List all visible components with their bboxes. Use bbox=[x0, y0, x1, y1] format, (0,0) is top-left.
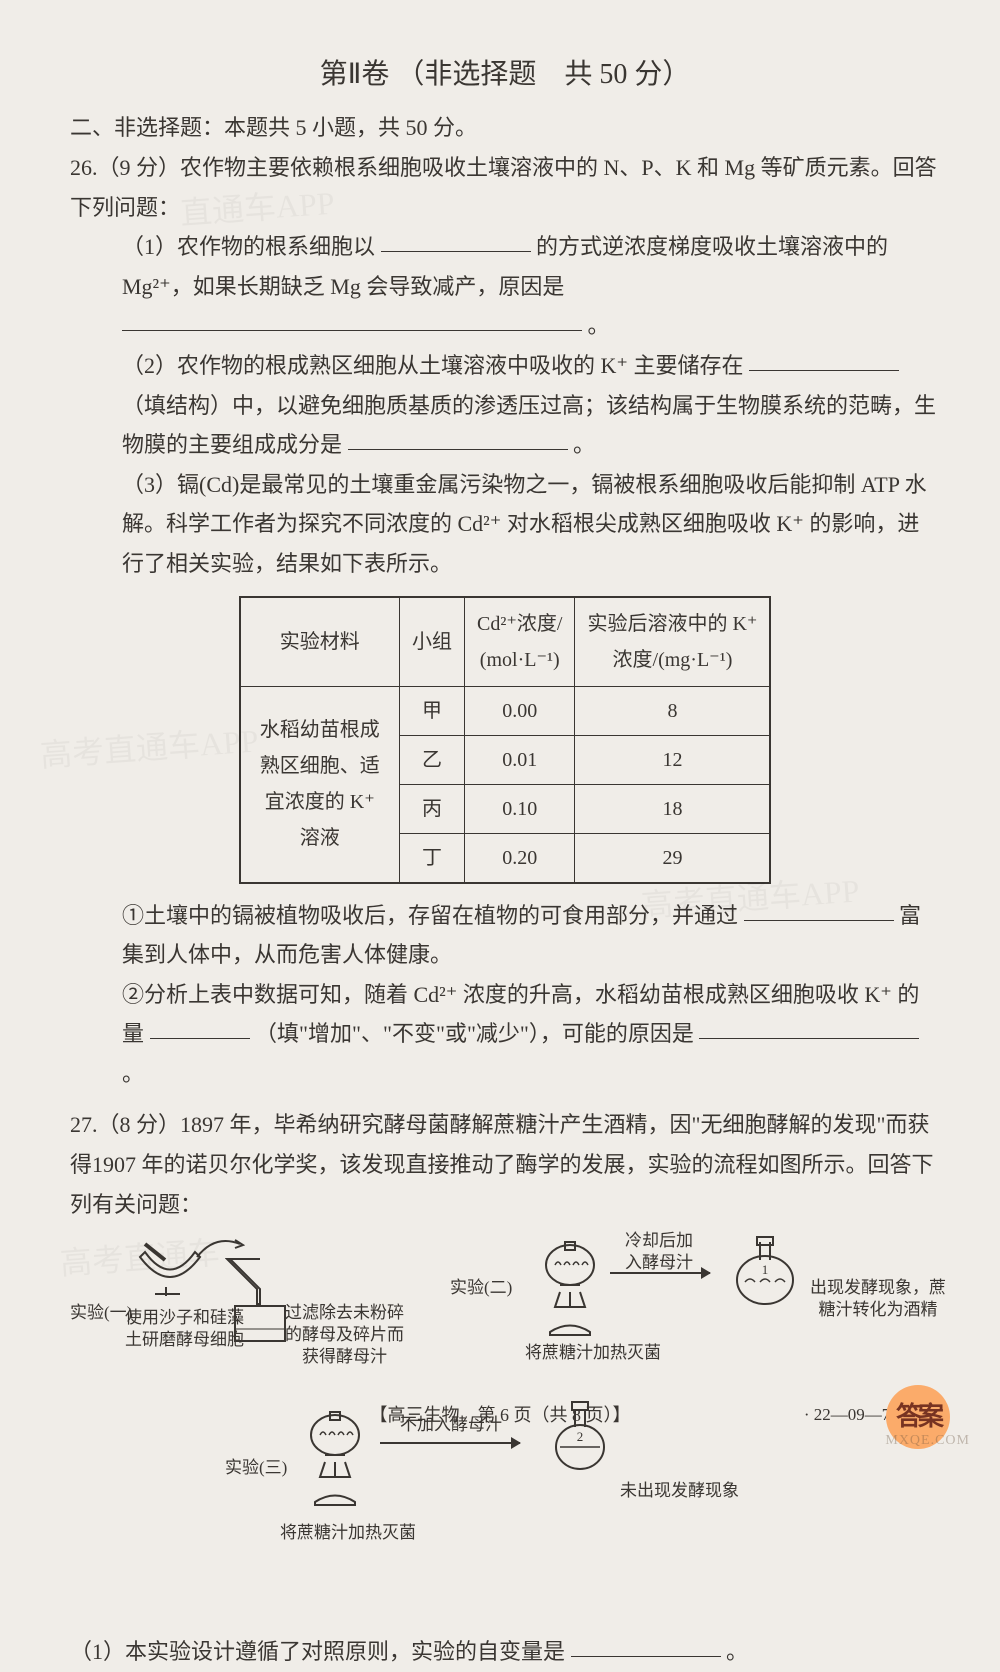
q26-p5-c: 。 bbox=[122, 1061, 144, 1086]
blank bbox=[749, 351, 899, 371]
q27-q1-a: （1）本实验设计遵循了对照原则，实验的自变量是 bbox=[70, 1639, 565, 1664]
svg-text:2: 2 bbox=[577, 1429, 584, 1444]
blank bbox=[381, 232, 531, 252]
q27-header: 27.（8 分）1897 年，毕希纳研究酵母菌酵解蔗糖汁产生酒精，因"无细胞酵解… bbox=[70, 1105, 940, 1224]
expt2-text-a: 将蔗糖汁加热灭菌 bbox=[525, 1342, 661, 1364]
expt3-text-c: 未出现发酵现象 bbox=[620, 1480, 739, 1502]
cell-group: 乙 bbox=[400, 735, 465, 784]
expt1-text-b: 过滤除去未粉碎 的酵母及碎片而 获得酵母汁 bbox=[285, 1302, 404, 1368]
q26-p1-c: 。 bbox=[588, 313, 610, 338]
q26-p5-b: （填"增加"、"不变"或"减少"），可能的原因是 bbox=[255, 1021, 694, 1046]
cell-material: 水稻幼苗根成熟区细胞、适宜浓度的 K⁺ 溶液 bbox=[240, 686, 400, 883]
th-group: 小组 bbox=[400, 597, 465, 687]
cell-group: 甲 bbox=[400, 686, 465, 735]
pour-arrow-icon bbox=[195, 1232, 245, 1262]
site-watermark: MXQE.COM bbox=[885, 1428, 970, 1453]
q26-p1-a: （1）农作物的根系细胞以 bbox=[122, 234, 375, 259]
blank bbox=[744, 901, 894, 921]
expt2-label: 实验(二) bbox=[450, 1277, 512, 1299]
cell-k: 8 bbox=[575, 686, 771, 735]
q26-p2-a: （2）农作物的根成熟区细胞从土壤溶液中吸收的 K⁺ 主要储存在 bbox=[122, 353, 744, 378]
cell-k: 12 bbox=[575, 735, 771, 784]
experiment-diagram: 实验(一) 使用沙子和硅藻 土研磨酵母细胞 过滤除去未粉碎 的酵母及碎片而 获得… bbox=[70, 1232, 940, 1632]
svg-text:1: 1 bbox=[762, 1262, 769, 1277]
section-intro: 二、非选择题：本题共 5 小题，共 50 分。 bbox=[70, 108, 940, 148]
blank bbox=[122, 311, 582, 331]
expt2-text-c: 出现发酵现象，蔗 糖汁转化为酒精 bbox=[810, 1277, 946, 1321]
section-subtitle: （非选择题 共 50 分） bbox=[396, 59, 690, 90]
blank bbox=[348, 430, 568, 450]
cell-k: 29 bbox=[575, 833, 771, 883]
blank bbox=[150, 1019, 250, 1039]
q26-p4-a: ①土壤中的镉被植物吸收后，存留在植物的可食用部分，并通过 bbox=[122, 903, 738, 928]
expt3-text-a: 将蔗糖汁加热灭菌 bbox=[280, 1522, 416, 1544]
handwritten-mark: ⟩ bbox=[0, 334, 12, 430]
th-cd: Cd²⁺浓度/(mol·L⁻¹) bbox=[465, 597, 575, 687]
expt3-label: 实验(三) bbox=[225, 1457, 287, 1479]
expt2-text-b: 冷却后加 入酵母汁 bbox=[625, 1230, 693, 1274]
section-number: 第Ⅱ卷 bbox=[320, 59, 390, 90]
q26-p3: （3）镉(Cd)是最常见的土壤重金属污染物之一，镉被根系细胞吸收后能抑制 ATP… bbox=[70, 465, 940, 584]
question-26: 26.（9 分）农作物主要依赖根系细胞吸收土壤溶液中的 N、P、K 和 Mg 等… bbox=[70, 148, 940, 1094]
cell-k: 18 bbox=[575, 784, 771, 833]
table-row: 水稻幼苗根成熟区细胞、适宜浓度的 K⁺ 溶液 甲 0.00 8 bbox=[240, 686, 771, 735]
blank bbox=[571, 1637, 721, 1657]
cell-cd: 0.10 bbox=[465, 784, 575, 833]
flask-heat-icon bbox=[540, 1237, 600, 1337]
flask-result-icon: 1 bbox=[730, 1232, 800, 1312]
cell-group: 丁 bbox=[400, 833, 465, 883]
experiment-table: 实验材料 小组 Cd²⁺浓度/(mol·L⁻¹) 实验后溶液中的 K⁺浓度/(m… bbox=[239, 596, 772, 884]
cell-group: 丙 bbox=[400, 784, 465, 833]
th-k: 实验后溶液中的 K⁺浓度/(mg·L⁻¹) bbox=[575, 597, 771, 687]
expt1-text-a: 使用沙子和硅藻 土研磨酵母细胞 bbox=[125, 1307, 244, 1351]
section-title: 第Ⅱ卷 （非选择题 共 50 分） bbox=[70, 50, 940, 100]
cell-cd: 0.01 bbox=[465, 735, 575, 784]
q26-p2-c: 。 bbox=[573, 432, 595, 457]
expt1-label: 实验(一) bbox=[70, 1302, 132, 1324]
cell-cd: 0.20 bbox=[465, 833, 575, 883]
cell-cd: 0.00 bbox=[465, 686, 575, 735]
arrow-icon bbox=[380, 1442, 520, 1444]
q27-q1-b: 。 bbox=[726, 1639, 748, 1664]
blank bbox=[699, 1019, 919, 1039]
q26-header: 26.（9 分）农作物主要依赖根系细胞吸收土壤溶液中的 N、P、K 和 Mg 等… bbox=[70, 148, 940, 227]
table-header-row: 实验材料 小组 Cd²⁺浓度/(mol·L⁻¹) 实验后溶液中的 K⁺浓度/(m… bbox=[240, 597, 771, 687]
question-27: 27.（8 分）1897 年，毕希纳研究酵母菌酵解蔗糖汁产生酒精，因"无细胞酵解… bbox=[70, 1105, 940, 1671]
th-material: 实验材料 bbox=[240, 597, 400, 687]
